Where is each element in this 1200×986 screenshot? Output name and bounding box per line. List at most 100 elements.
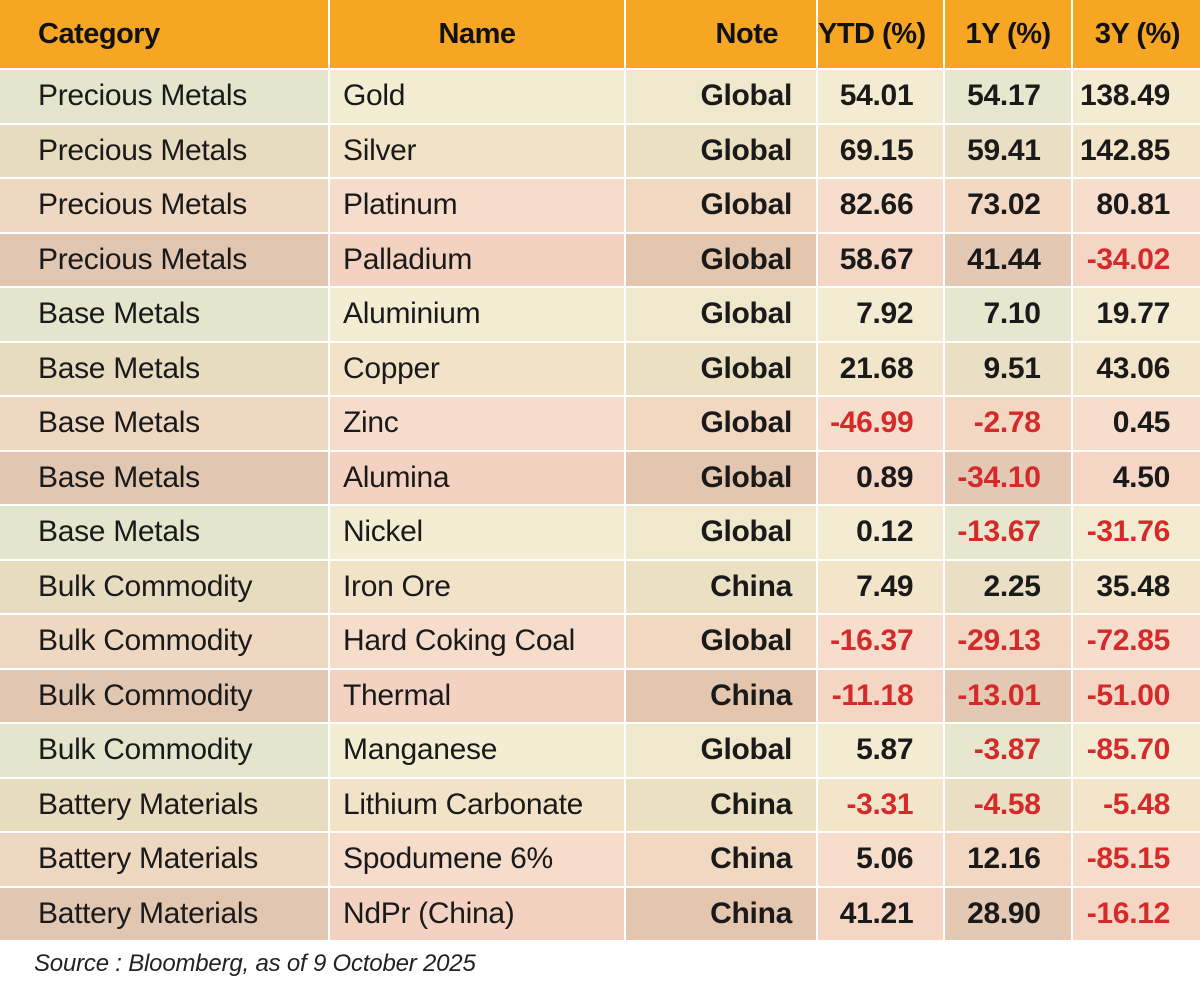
note-cell: China [626,887,818,942]
one-year-cell: 7.10 [945,288,1073,343]
category-cell: Bulk Commodity [0,724,330,779]
one-year-cell: -4.58 [945,778,1073,833]
name-cell: NdPr (China) [330,887,626,942]
source-note: Source : Bloomberg, as of 9 October 2025 [34,950,476,977]
table-row: Bulk Commodity Hard Coking Coal Global -16.… [0,615,1200,670]
header-row: Category Name Note YTD (%) 1Y (%) 3Y (%) [0,0,1200,70]
one-year-cell: 73.02 [945,179,1073,234]
ytd-cell: -16.37 [818,615,946,670]
name-cell: Iron Ore [330,560,626,615]
one-year-cell: -29.13 [945,615,1073,670]
three-year-cell: -34.02 [1072,233,1200,288]
three-year-cell: -72.85 [1072,615,1200,670]
name-cell: Platinum [330,179,626,234]
ytd-cell: 5.06 [818,833,946,888]
name-cell: Hard Coking Coal [330,615,626,670]
note-cell: Global [626,342,818,397]
one-year-cell: -3.87 [945,724,1073,779]
three-year-cell: 43.06 [1072,342,1200,397]
table-row: Battery Materials Spodumene 6% China 5.06 12… [0,833,1200,888]
ytd-cell: 54.01 [818,70,946,125]
note-cell: Global [626,724,818,779]
category-cell: Battery Materials [0,833,330,888]
table-row: Precious Metals Platinum Global 82.66 73.02 8… [0,179,1200,234]
name-cell: Nickel [330,506,626,561]
category-cell: Battery Materials [0,778,330,833]
ytd-cell: 7.92 [818,288,946,343]
name-cell: Silver [330,124,626,179]
note-cell: China [626,833,818,888]
table-row: Bulk Commodity Manganese Global 5.87 -3.87 -8… [0,724,1200,779]
three-year-cell: -16.12 [1072,887,1200,942]
three-year-cell: -5.48 [1072,778,1200,833]
three-year-cell: -51.00 [1072,669,1200,724]
category-cell: Base Metals [0,451,330,506]
one-year-cell: 59.41 [945,124,1073,179]
table-row: Base Metals Copper Global 21.68 9.51 43.06 [0,342,1200,397]
table-row: Bulk Commodity Thermal China -11.18 -13.01 -5… [0,669,1200,724]
note-cell: China [626,778,818,833]
one-year-cell: 12.16 [945,833,1073,888]
table-row: Bulk Commodity Iron Ore China 7.49 2.25 35.48 [0,560,1200,615]
category-cell: Precious Metals [0,70,330,125]
three-year-cell: 138.49 [1072,70,1200,125]
category-cell: Base Metals [0,506,330,561]
category-cell: Bulk Commodity [0,615,330,670]
table-row: Precious Metals Palladium Global 58.67 41.44… [0,233,1200,288]
header-name: Name [330,0,626,70]
note-cell: Global [626,70,818,125]
one-year-cell: 28.90 [945,887,1073,942]
name-cell: Alumina [330,451,626,506]
ytd-cell: -3.31 [818,778,946,833]
category-cell: Base Metals [0,397,330,452]
header-category: Category [0,0,330,70]
note-cell: Global [626,397,818,452]
note-cell: Global [626,451,818,506]
commodity-performance-table: Category Name Note YTD (%) 1Y (%) 3Y (%)… [0,0,1200,942]
header-1y: 1Y (%) [945,0,1073,70]
three-year-cell: -85.70 [1072,724,1200,779]
note-cell: Global [626,506,818,561]
three-year-cell: 4.50 [1072,451,1200,506]
three-year-cell: 0.45 [1072,397,1200,452]
note-cell: China [626,669,818,724]
one-year-cell: -13.67 [945,506,1073,561]
table-row: Base Metals Alumina Global 0.89 -34.10 4.50 [0,451,1200,506]
table-row: Battery Materials Lithium Carbonate China -… [0,778,1200,833]
name-cell: Palladium [330,233,626,288]
ytd-cell: 7.49 [818,560,946,615]
ytd-cell: 69.15 [818,124,946,179]
ytd-cell: 0.12 [818,506,946,561]
table-row: Precious Metals Gold Global 54.01 54.17 138.4… [0,70,1200,125]
name-cell: Spodumene 6% [330,833,626,888]
note-cell: Global [626,615,818,670]
header-ytd: YTD (%) [818,0,946,70]
note-cell: China [626,560,818,615]
name-cell: Thermal [330,669,626,724]
one-year-cell: -2.78 [945,397,1073,452]
three-year-cell: -85.15 [1072,833,1200,888]
ytd-cell: 0.89 [818,451,946,506]
three-year-cell: 80.81 [1072,179,1200,234]
note-cell: Global [626,179,818,234]
one-year-cell: -13.01 [945,669,1073,724]
name-cell: Copper [330,342,626,397]
name-cell: Lithium Carbonate [330,778,626,833]
category-cell: Base Metals [0,342,330,397]
table-body: Precious Metals Gold Global 54.01 54.17 138.4… [0,70,1200,942]
header-3y: 3Y (%) [1072,0,1200,70]
category-cell: Precious Metals [0,233,330,288]
ytd-cell: 41.21 [818,887,946,942]
note-cell: Global [626,288,818,343]
three-year-cell: -31.76 [1072,506,1200,561]
one-year-cell: 2.25 [945,560,1073,615]
category-cell: Bulk Commodity [0,669,330,724]
name-cell: Manganese [330,724,626,779]
ytd-cell: 5.87 [818,724,946,779]
ytd-cell: -11.18 [818,669,946,724]
ytd-cell: 82.66 [818,179,946,234]
category-cell: Precious Metals [0,179,330,234]
table-row: Base Metals Nickel Global 0.12 -13.67 -31.76 [0,506,1200,561]
note-cell: Global [626,124,818,179]
one-year-cell: 41.44 [945,233,1073,288]
